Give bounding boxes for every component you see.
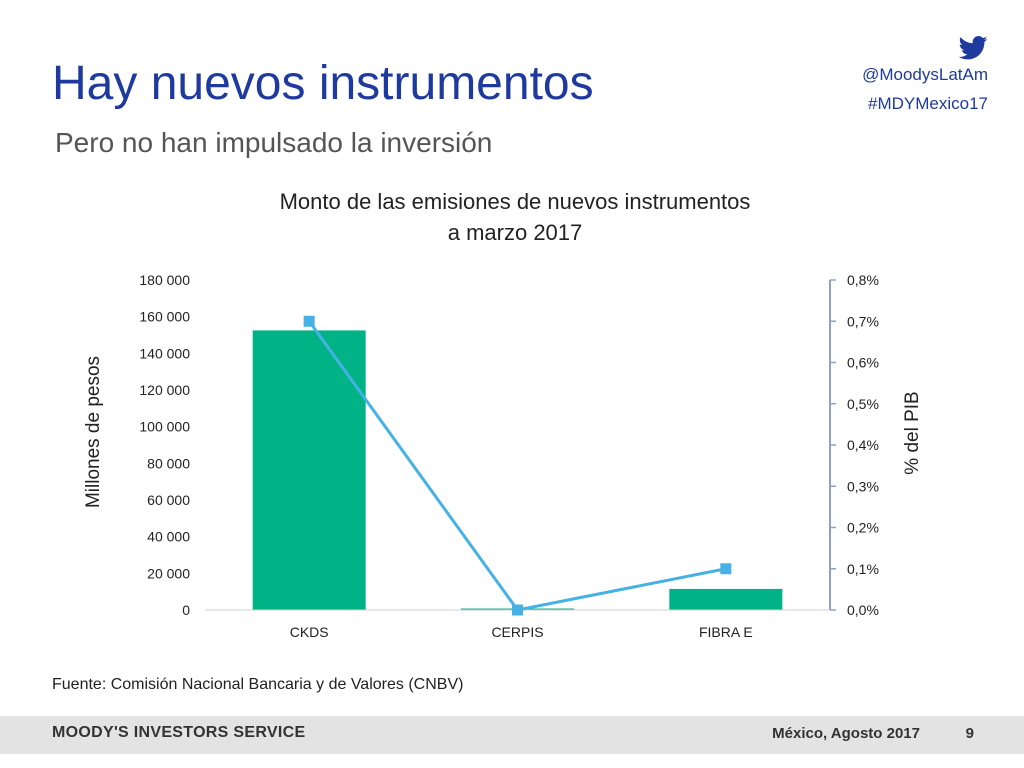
bar xyxy=(669,588,783,610)
y2-tick-label: 0,7% xyxy=(847,313,879,329)
line-marker xyxy=(720,563,732,575)
line-marker xyxy=(512,604,523,616)
y-tick-label: 160 000 xyxy=(139,309,190,325)
source-note: Fuente: Comisión Nacional Bancaria y de … xyxy=(52,676,464,693)
combo-chart: 0 20 000 40 000 60 000 80 000 100 000 120 000 1… xyxy=(83,272,923,640)
y-tick-label: 0 xyxy=(182,602,190,618)
y-tick-label: 20 000 xyxy=(147,565,190,581)
twitter-handle: @MoodysLatAm xyxy=(862,65,988,84)
line-marker xyxy=(303,315,315,327)
footer-place-date: México, Agosto 2017 xyxy=(772,725,920,742)
series-line xyxy=(307,320,727,612)
y-tick-label: 100 000 xyxy=(139,419,190,435)
social-block: @MoodysLatAm #MDYMexico17 xyxy=(862,36,988,118)
twitter-icon xyxy=(958,36,988,60)
y2-tick-label: 0,0% xyxy=(847,602,879,618)
slide-subtitle: Pero no han impulsado la inversión xyxy=(55,127,493,158)
y2-tick-label: 0,6% xyxy=(847,355,879,371)
x-tick-label: CERPIS xyxy=(491,624,543,640)
chart-title-line-2: a marzo 2017 xyxy=(447,220,583,245)
y-axis-label: Millones de pesos xyxy=(83,356,104,508)
y2-tick-label: 0,3% xyxy=(847,478,879,494)
page-number: 9 xyxy=(965,725,974,742)
y2-tick-label: 0,4% xyxy=(847,437,879,453)
y2-tick-label: 0,5% xyxy=(847,396,879,412)
x-tick-label: FIBRA E xyxy=(699,624,753,640)
x-tick-label: CKDS xyxy=(290,624,329,640)
event-hashtag: #MDYMexico17 xyxy=(868,94,988,113)
y-tick-label: 60 000 xyxy=(147,492,190,508)
y2-tick-label: 0,1% xyxy=(847,561,879,577)
slide-title: Hay nuevos instrumentos xyxy=(52,57,594,110)
y2-tick-label: 0,2% xyxy=(847,520,879,536)
bar xyxy=(252,330,366,610)
chart-title: Monto de las emisiones de nuevos instrum… xyxy=(200,186,830,248)
y-tick-label: 120 000 xyxy=(139,382,190,398)
y2-axis-label: % del PIB xyxy=(902,391,923,474)
footer-bar: MOODY'S INVESTORS SERVICE México, Agosto… xyxy=(0,716,1024,754)
footer-brand: MOODY'S INVESTORS SERVICE xyxy=(52,724,306,741)
y2-tick-label: 0,8% xyxy=(847,272,879,288)
y-tick-label: 80 000 xyxy=(147,455,190,471)
y-tick-label: 180 000 xyxy=(139,272,190,288)
y-tick-label: 40 000 xyxy=(147,529,190,545)
chart-title-line-1: Monto de las emisiones de nuevos instrum… xyxy=(279,189,751,214)
y-tick-label: 140 000 xyxy=(139,345,190,361)
